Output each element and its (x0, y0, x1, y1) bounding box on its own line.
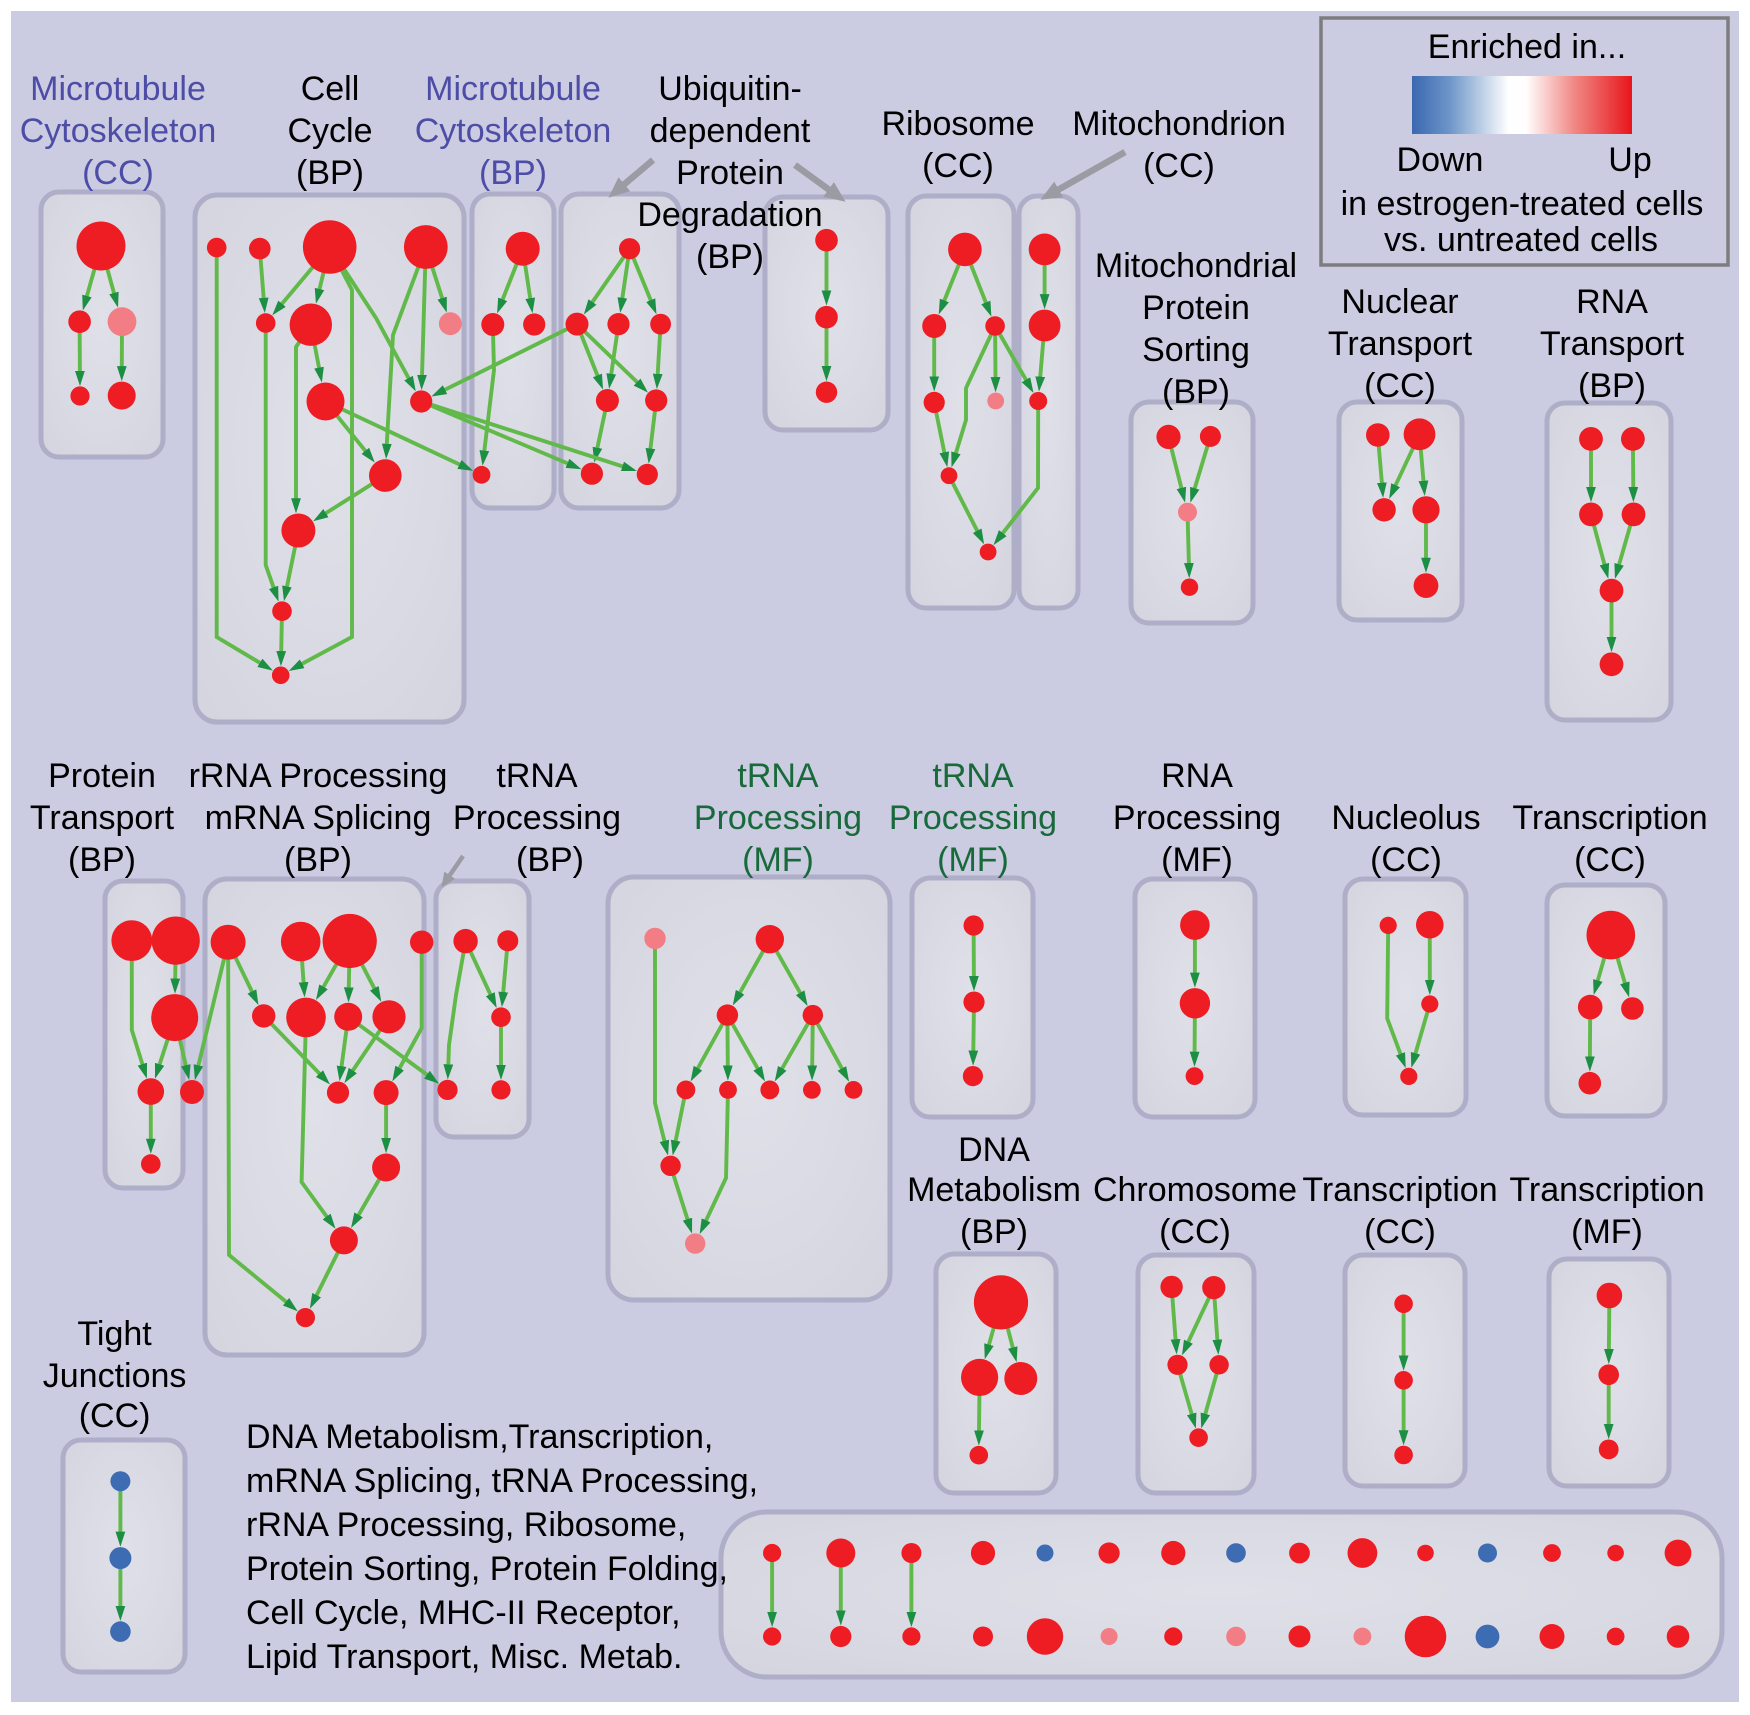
svg-text:tRNA: tRNA (932, 757, 1014, 795)
svg-text:Transcription: Transcription (1509, 1171, 1704, 1209)
svg-text:Transcription: Transcription (1512, 799, 1707, 837)
svg-text:in estrogen-treated cells: in estrogen-treated cells (1341, 185, 1704, 223)
svg-text:Enriched in...: Enriched in... (1428, 28, 1626, 66)
svg-text:(CC): (CC) (1370, 841, 1442, 879)
svg-text:(BP): (BP) (1162, 373, 1230, 411)
svg-text:(CC): (CC) (1143, 147, 1215, 185)
svg-text:(BP): (BP) (960, 1213, 1028, 1251)
svg-text:DNA Metabolism,Transcription,: DNA Metabolism,Transcription, (246, 1418, 713, 1456)
svg-text:(CC): (CC) (1364, 367, 1436, 405)
svg-text:Degradation: Degradation (637, 196, 822, 234)
svg-text:(MF): (MF) (937, 841, 1009, 879)
svg-text:rRNA Processing, Ribosome,: rRNA Processing, Ribosome, (246, 1506, 686, 1544)
svg-text:Ribosome: Ribosome (881, 105, 1034, 143)
svg-text:Processing: Processing (453, 799, 621, 837)
svg-text:(MF): (MF) (742, 841, 814, 879)
svg-text:RNA: RNA (1576, 283, 1648, 321)
svg-text:tRNA: tRNA (737, 757, 819, 795)
svg-text:Protein Sorting, Protein Foldi: Protein Sorting, Protein Folding, (246, 1550, 728, 1588)
svg-text:tRNA: tRNA (496, 757, 578, 795)
svg-text:Cell: Cell (301, 70, 360, 108)
svg-text:Cytoskeleton: Cytoskeleton (415, 112, 612, 150)
svg-text:Down: Down (1397, 141, 1484, 179)
svg-text:Sorting: Sorting (1142, 331, 1250, 369)
svg-text:(CC): (CC) (82, 154, 154, 192)
svg-text:Cycle: Cycle (287, 112, 372, 150)
svg-text:Transcription: Transcription (1302, 1171, 1497, 1209)
svg-text:Transport: Transport (30, 799, 175, 837)
svg-text:Transport: Transport (1328, 325, 1473, 363)
svg-text:Microtubule: Microtubule (425, 70, 601, 108)
svg-text:Nuclear: Nuclear (1341, 283, 1458, 321)
svg-text:(BP): (BP) (479, 154, 547, 192)
svg-text:(CC): (CC) (1574, 841, 1646, 879)
svg-text:Microtubule: Microtubule (30, 70, 206, 108)
svg-text:(CC): (CC) (922, 147, 994, 185)
svg-text:DNA: DNA (958, 1131, 1030, 1169)
svg-text:Cell Cycle, MHC-II Receptor,: Cell Cycle, MHC-II Receptor, (246, 1594, 681, 1632)
svg-text:(MF): (MF) (1571, 1213, 1643, 1251)
svg-text:Processing: Processing (1113, 799, 1281, 837)
svg-text:mRNA Splicing: mRNA Splicing (205, 799, 432, 837)
svg-text:RNA: RNA (1161, 757, 1233, 795)
svg-text:(BP): (BP) (1578, 367, 1646, 405)
svg-text:Transport: Transport (1540, 325, 1685, 363)
svg-text:Junctions: Junctions (43, 1357, 187, 1395)
svg-text:mRNA Splicing, tRNA Processing: mRNA Splicing, tRNA Processing, (246, 1462, 758, 1500)
svg-text:(CC): (CC) (1364, 1213, 1436, 1251)
svg-text:Nucleolus: Nucleolus (1331, 799, 1480, 837)
svg-text:(BP): (BP) (68, 841, 136, 879)
svg-text:(MF): (MF) (1161, 841, 1233, 879)
svg-text:(BP): (BP) (696, 238, 764, 276)
svg-text:Ubiquitin-: Ubiquitin- (658, 70, 802, 108)
svg-text:(BP): (BP) (284, 841, 352, 879)
svg-text:Mitochondrial: Mitochondrial (1095, 247, 1297, 285)
svg-text:Tight: Tight (77, 1315, 152, 1353)
svg-text:Cytoskeleton: Cytoskeleton (20, 112, 217, 150)
svg-text:(CC): (CC) (79, 1397, 151, 1435)
svg-text:vs. untreated cells: vs. untreated cells (1384, 221, 1658, 259)
svg-text:(CC): (CC) (1159, 1213, 1231, 1251)
svg-text:Protein: Protein (676, 154, 784, 192)
svg-text:(BP): (BP) (296, 154, 364, 192)
svg-text:Processing: Processing (694, 799, 862, 837)
svg-text:Up: Up (1608, 141, 1651, 179)
svg-text:dependent: dependent (650, 112, 811, 150)
svg-text:Chromosome: Chromosome (1093, 1171, 1297, 1209)
svg-text:(BP): (BP) (516, 841, 584, 879)
svg-text:Metabolism: Metabolism (907, 1171, 1081, 1209)
svg-text:Mitochondrion: Mitochondrion (1072, 105, 1286, 143)
svg-text:Lipid Transport, Misc. Metab.: Lipid Transport, Misc. Metab. (246, 1638, 683, 1676)
svg-text:Processing: Processing (889, 799, 1057, 837)
svg-text:Protein: Protein (1142, 289, 1250, 327)
svg-text:rRNA Processing: rRNA Processing (189, 757, 448, 795)
svg-text:Protein: Protein (48, 757, 156, 795)
